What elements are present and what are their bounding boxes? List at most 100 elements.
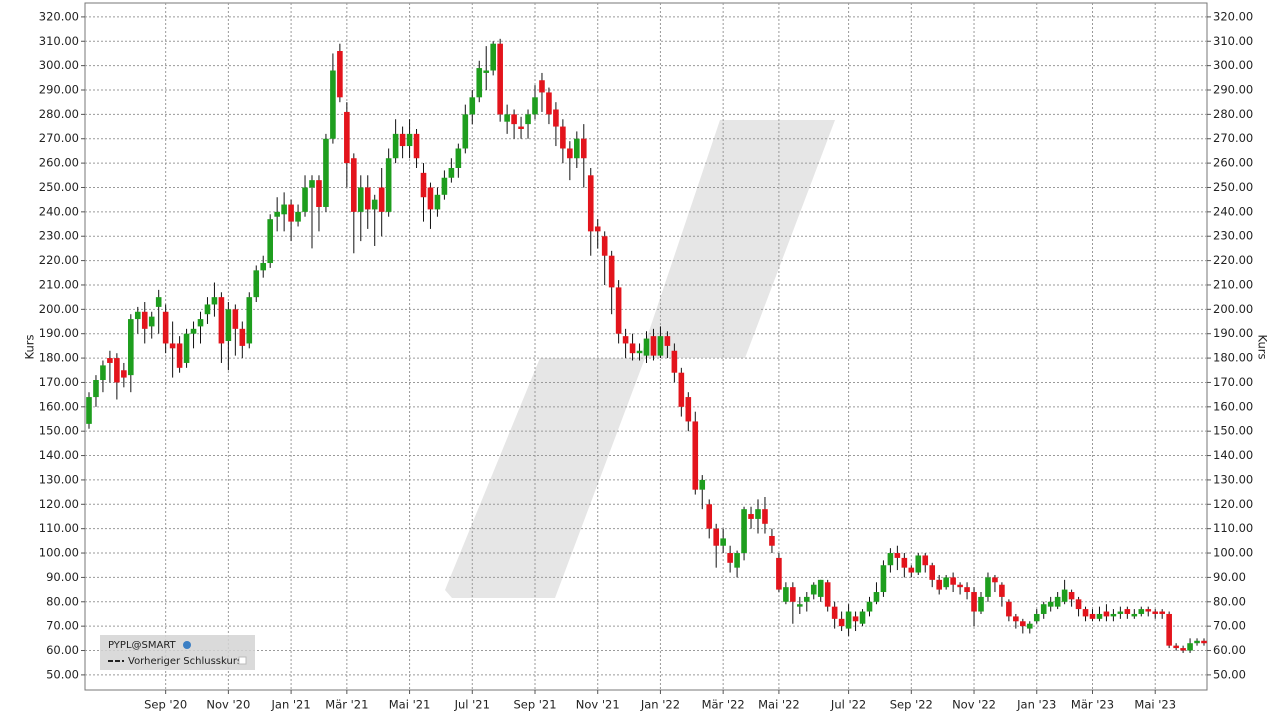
candle-body [511, 114, 517, 125]
candle-body [1068, 592, 1075, 600]
candle-body [1166, 613, 1172, 646]
candle-body [929, 565, 936, 580]
candle-body [594, 226, 601, 232]
x-tick-label: Mai '21 [389, 698, 431, 712]
candle-body [1054, 596, 1061, 607]
candle-body [204, 304, 211, 315]
y2-tick-label: 80.00 [1213, 594, 1246, 608]
candle-body [838, 618, 845, 627]
y2-tick-label: 110.00 [1213, 521, 1253, 535]
y-tick-label: 120.00 [39, 497, 79, 511]
candle-body [525, 114, 531, 125]
y-tick-label: 290.00 [39, 83, 79, 97]
y2-tick-label: 210.00 [1213, 277, 1253, 291]
y-tick-label: 70.00 [46, 619, 79, 633]
candle-body [211, 297, 218, 305]
candle-body [281, 204, 287, 215]
candle-body [337, 51, 343, 98]
x-tick-label: Mär '23 [1071, 698, 1114, 712]
candle-body [1131, 613, 1138, 617]
candle-body [678, 372, 685, 407]
candle-body [114, 358, 120, 383]
candle-body [817, 579, 824, 597]
candle-body [908, 567, 915, 573]
legend: PYPL@SMART Vorheriger Schlusskurs [100, 635, 255, 670]
candle-body [622, 336, 629, 344]
candle-body [706, 504, 713, 529]
candle-body [357, 187, 364, 212]
candle-body [762, 509, 768, 524]
candle-body [378, 187, 385, 212]
candle-body [636, 350, 643, 354]
candle-body [260, 263, 267, 271]
candle-body [580, 138, 587, 159]
y-axis-title: Kurs [23, 335, 37, 360]
y2-tick-label: 190.00 [1213, 326, 1253, 340]
candle-body [824, 582, 831, 607]
candle-body [455, 148, 462, 168]
candle-body [859, 611, 866, 624]
legend-symbol: PYPL@SMART [108, 640, 177, 651]
legend-box [100, 635, 255, 670]
candle-body [1075, 599, 1082, 610]
candle-body [748, 514, 754, 519]
y2-tick-label: 60.00 [1213, 643, 1246, 657]
candle-body [497, 43, 503, 115]
candle-body [448, 167, 455, 178]
y-tick-label: 210.00 [39, 277, 79, 291]
y2-tick-label: 320.00 [1213, 9, 1253, 23]
candle-body [155, 297, 162, 307]
y-tick-label: 190.00 [39, 326, 79, 340]
y2-tick-label: 150.00 [1213, 424, 1253, 438]
candle-body [176, 343, 183, 368]
candle-body [720, 538, 726, 546]
candle-body [434, 194, 441, 210]
candle-body [100, 365, 106, 381]
y2-axis-title: Kurs [1256, 335, 1270, 360]
candle-body [567, 148, 573, 159]
candle-body [957, 584, 963, 588]
candle-body [406, 133, 413, 147]
legend-checkbox[interactable] [238, 656, 247, 665]
y-tick-label: 250.00 [39, 180, 79, 194]
candle-body [1089, 613, 1096, 619]
y2-tick-label: 280.00 [1213, 107, 1253, 121]
y-tick-label: 200.00 [39, 302, 79, 316]
candle-body [1020, 621, 1026, 627]
candle-body [894, 553, 901, 558]
candle-body [574, 138, 580, 159]
candle-body [441, 177, 448, 195]
candle-body [232, 309, 239, 329]
candle-body [183, 333, 190, 363]
candle-body [657, 336, 664, 356]
y-tick-label: 320.00 [39, 9, 79, 23]
x-tick-label: Mär '22 [702, 698, 745, 712]
y2-tick-label: 240.00 [1213, 204, 1253, 218]
y-tick-label: 110.00 [39, 521, 79, 535]
candle-body [134, 311, 141, 320]
candle-body [915, 555, 922, 573]
candle-body [148, 316, 155, 327]
candle-body [253, 270, 260, 298]
candle-body [560, 126, 566, 149]
candle-body [504, 114, 510, 122]
candle-body [1026, 623, 1033, 629]
candle-body [1110, 613, 1117, 617]
candle-body [420, 172, 427, 198]
y-tick-label: 230.00 [39, 229, 79, 243]
y2-tick-label: 90.00 [1213, 570, 1246, 584]
y2-tick-label: 270.00 [1213, 131, 1253, 145]
y2-tick-label: 180.00 [1213, 351, 1253, 365]
y-tick-label: 80.00 [46, 594, 79, 608]
y2-tick-label: 70.00 [1213, 619, 1246, 633]
candle-body [755, 509, 761, 519]
candle-body [901, 557, 908, 568]
candle-body [803, 596, 810, 602]
candle-body [943, 577, 949, 588]
candle-body [288, 204, 294, 222]
candle-body [1061, 589, 1068, 602]
candle-body [727, 553, 733, 563]
candle-body [1145, 609, 1152, 612]
candle-body [267, 219, 273, 264]
candle-body [128, 319, 134, 376]
